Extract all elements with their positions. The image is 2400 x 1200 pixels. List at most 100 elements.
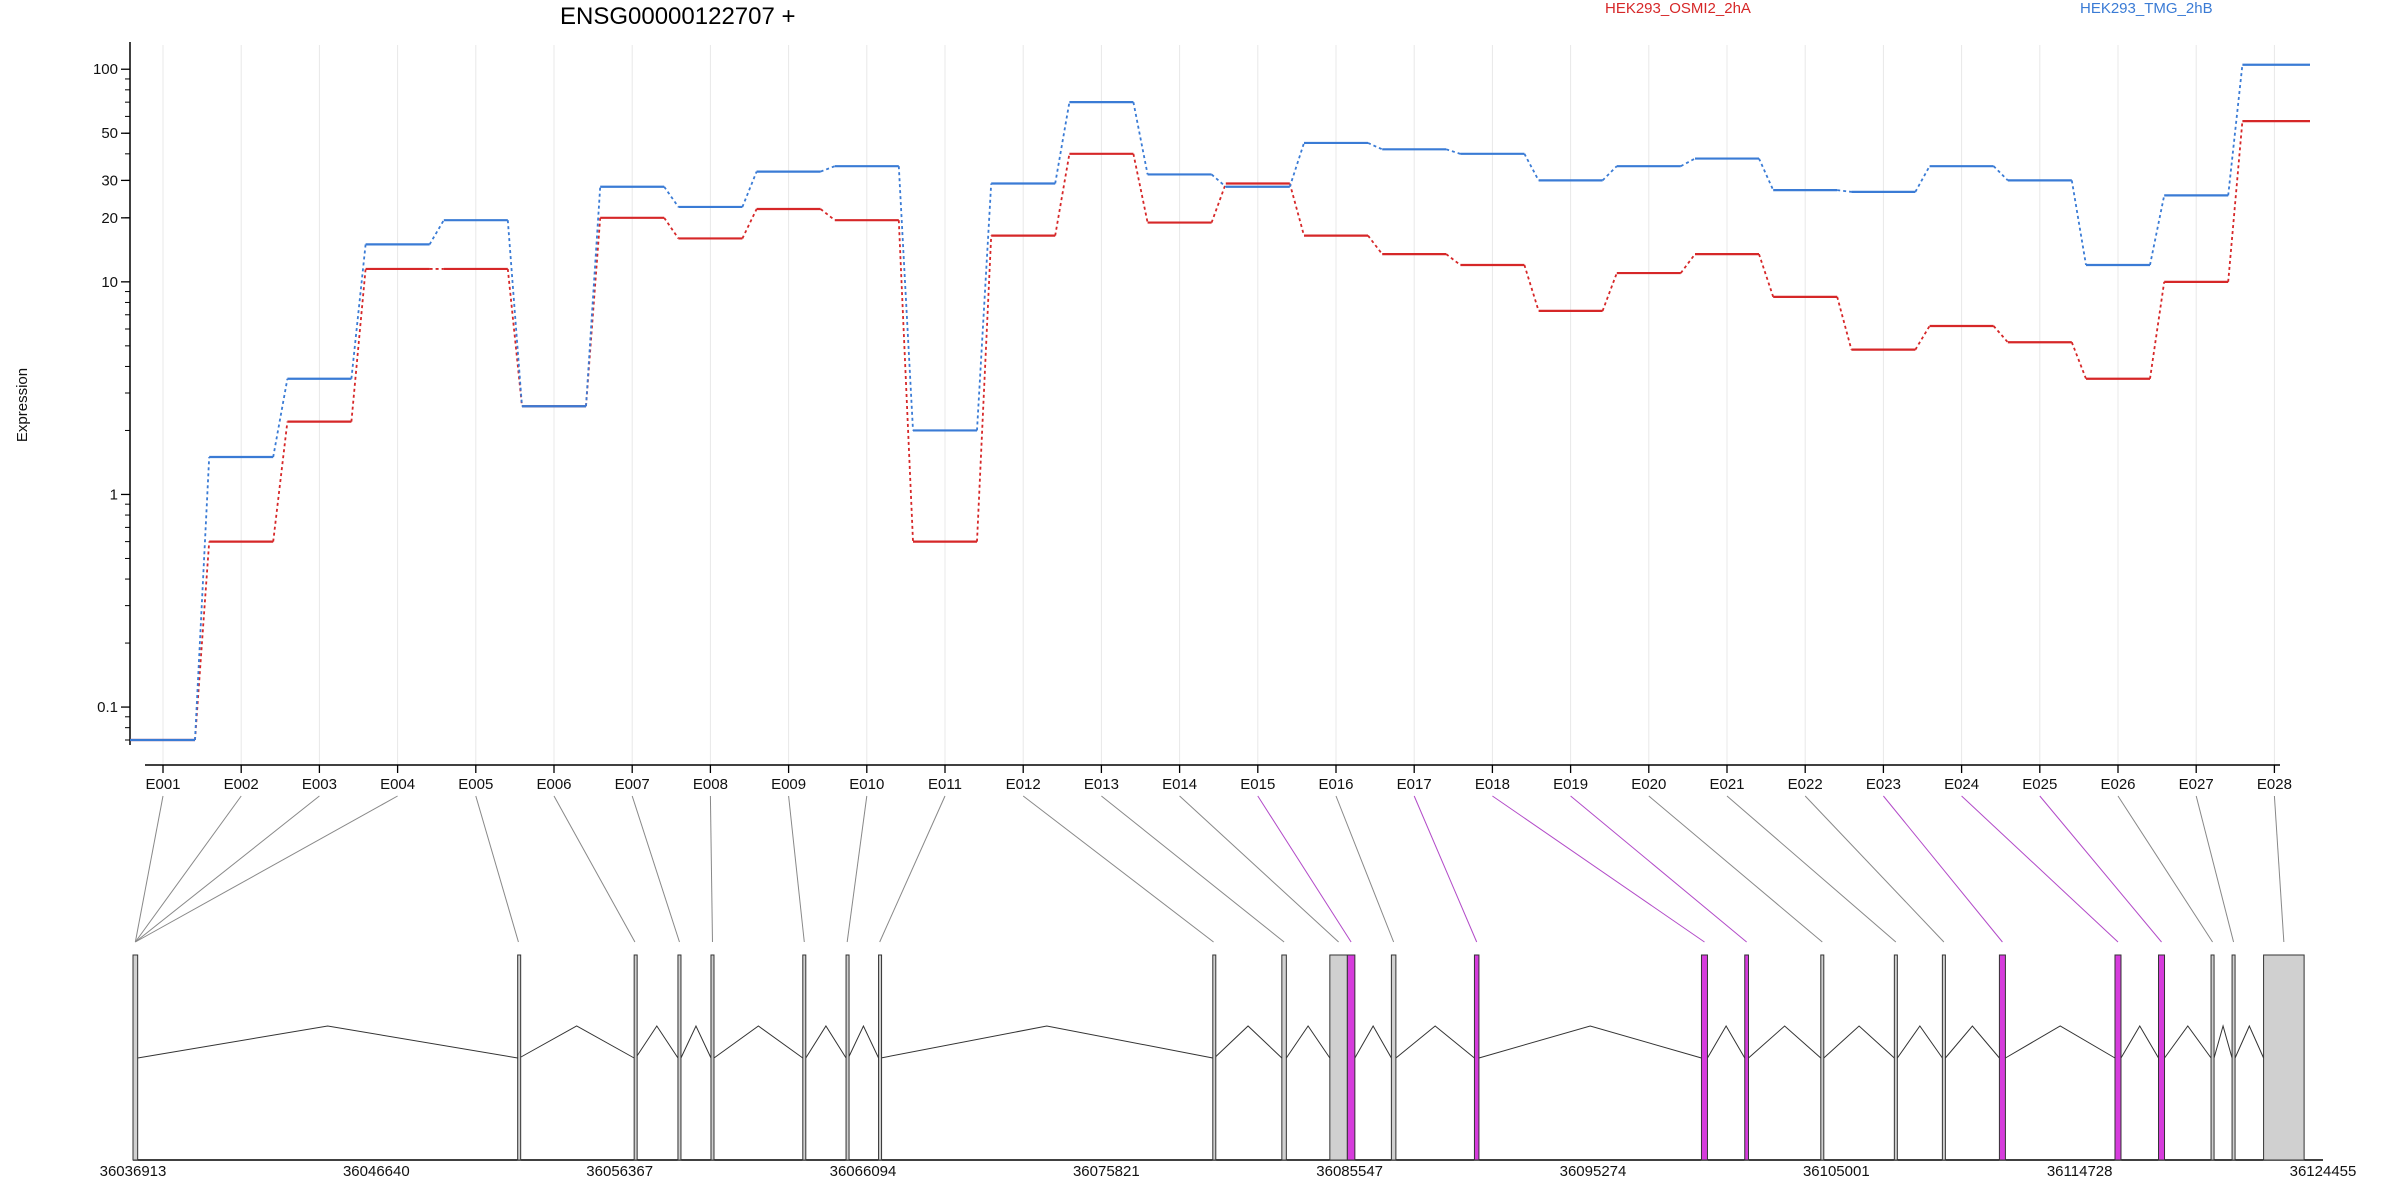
x-tick-label-E008: E008 (693, 776, 728, 793)
series-1-transition-E022 (1836, 296, 1853, 350)
series-2-transition-E016 (1367, 142, 1383, 151)
x-tick-label-E015: E015 (1240, 776, 1275, 793)
series-2-transition-E003 (350, 244, 367, 379)
connector-E011 (879, 795, 946, 943)
series-2-transition-E006 (585, 186, 602, 407)
exon-connectors (134, 795, 2285, 943)
intron (880, 1025, 1213, 1059)
series-1-transition-E023 (1914, 325, 1931, 351)
x-tick-label-E002: E002 (224, 776, 259, 793)
series-1-transition-E026 (2149, 281, 2166, 379)
intron (713, 1025, 804, 1059)
x-tick-label-E013: E013 (1084, 776, 1119, 793)
exon-box-E009 (802, 954, 807, 1161)
connector-E004 (135, 795, 398, 943)
intron (2120, 1025, 2159, 1059)
series-2-transition-E009 (820, 165, 836, 173)
exon-box-E021 (1893, 954, 1898, 1161)
intron (680, 1024, 712, 1059)
x-tick-label-E001: E001 (145, 776, 180, 793)
exon-box-E028 (2263, 954, 2305, 1161)
series-1-transition-E005 (506, 268, 523, 407)
exon-box-E011 (878, 954, 883, 1161)
exon-box-E027 (2231, 954, 2236, 1161)
series-2-transition-E024 (1992, 165, 2009, 182)
exon-box-E018 (1700, 954, 1708, 1161)
exon-box-E007 (677, 954, 682, 1161)
intron (2234, 1024, 2265, 1059)
legend-entry-2: HEK293_TMG_2hB (2080, 0, 2213, 17)
series-2-transition-E012 (1054, 102, 1071, 184)
genomic-tick-label: 36085547 (1316, 1163, 1383, 1180)
series-2-transition-E023 (1914, 165, 1931, 193)
exon-box-E024 (2114, 954, 2122, 1161)
x-tick-label-E010: E010 (849, 776, 884, 793)
x-tick-label-E016: E016 (1318, 776, 1353, 793)
x-tick-label-E020: E020 (1631, 776, 1666, 793)
connector-E019 (1570, 795, 1747, 943)
x-tick-label-E023: E023 (1866, 776, 1901, 793)
x-tick-label-E011: E011 (928, 776, 962, 793)
series-1-transition-E009 (820, 208, 836, 221)
connector-E008 (709, 795, 713, 943)
y-axis-label: Expression (14, 368, 31, 442)
axes: 0.1 1 10 20 30 50 100 E001 E002 E003 E004 E005 E006 E… (93, 42, 2292, 793)
connector-E021 (1726, 795, 1897, 943)
connector-E028 (2273, 795, 2285, 943)
x-tick-label-E004: E004 (380, 776, 415, 793)
series-1-transition-E002 (272, 421, 289, 542)
intron (2164, 1025, 2212, 1059)
intron (1896, 1025, 1943, 1059)
connector-E010 (846, 795, 868, 943)
x-tick-label-E018: E018 (1475, 776, 1510, 793)
series-2-transition-E026 (2149, 195, 2166, 266)
exon-box-E020 (1820, 954, 1825, 1161)
series-2-transition-E007 (663, 186, 680, 208)
series-2-transition-E002 (272, 378, 289, 458)
connector-E013 (1101, 795, 1285, 943)
series-1-transition-E006 (585, 217, 602, 407)
y-tick-label-50: 50 (101, 125, 118, 142)
series-2-transition-E008 (741, 171, 758, 208)
series-1-transition-E015 (1288, 183, 1305, 236)
genomic-tick-label: 36095274 (1560, 1163, 1627, 1180)
series-2-transition-E001 (194, 456, 211, 741)
x-tick-label-E028: E028 (2257, 776, 2292, 793)
series-2-transition-E013 (1132, 101, 1149, 175)
x-tick-label-E005: E005 (458, 776, 493, 793)
y-tick-label-1: 1 (110, 486, 118, 503)
series-1-transition-E018 (1523, 264, 1540, 312)
genomic-tick-label: 36114728 (2047, 1163, 2113, 1180)
intron (847, 1024, 880, 1059)
series-1-transition-E001 (194, 541, 211, 741)
series-1-transition-E011 (976, 235, 993, 542)
series-1-transition-E010 (897, 220, 914, 542)
intron (1823, 1025, 1895, 1059)
x-tick-label-E009: E009 (771, 776, 806, 793)
x-tick-label-E027: E027 (2179, 776, 2214, 793)
connector-E020 (1648, 795, 1823, 943)
series-1-transition-E021 (1758, 253, 1775, 298)
series-2-transition-E017 (1445, 148, 1461, 155)
exon-box-E025 (2158, 954, 2166, 1161)
labels: ENSG00000122707 + HEK293_OSMI2_2hA HEK29… (14, 0, 2213, 442)
series-2 (130, 63, 2310, 742)
exon-box-E006 (633, 954, 638, 1161)
connector-E005 (475, 795, 519, 943)
series-1-transition-E025 (2070, 341, 2087, 380)
exon-box-E008 (710, 954, 715, 1161)
connector-E018 (1492, 795, 1705, 943)
x-tick-label-E024: E024 (1944, 776, 1979, 793)
intron (1478, 1025, 1702, 1059)
intron (1285, 1025, 1331, 1059)
connector-E027 (2195, 795, 2235, 943)
x-tick-label-E007: E007 (615, 776, 650, 793)
x-tick-label-E017: E017 (1397, 776, 1432, 793)
genomic-tick-label: 36075821 (1073, 1163, 1140, 1180)
series-2-transition-E018 (1523, 153, 1540, 181)
y-tick-label-20: 20 (101, 210, 118, 227)
series-1-transition-E014 (1210, 183, 1227, 223)
exon-box-E013 (1281, 954, 1287, 1161)
series-1-transition-E012 (1054, 153, 1071, 236)
